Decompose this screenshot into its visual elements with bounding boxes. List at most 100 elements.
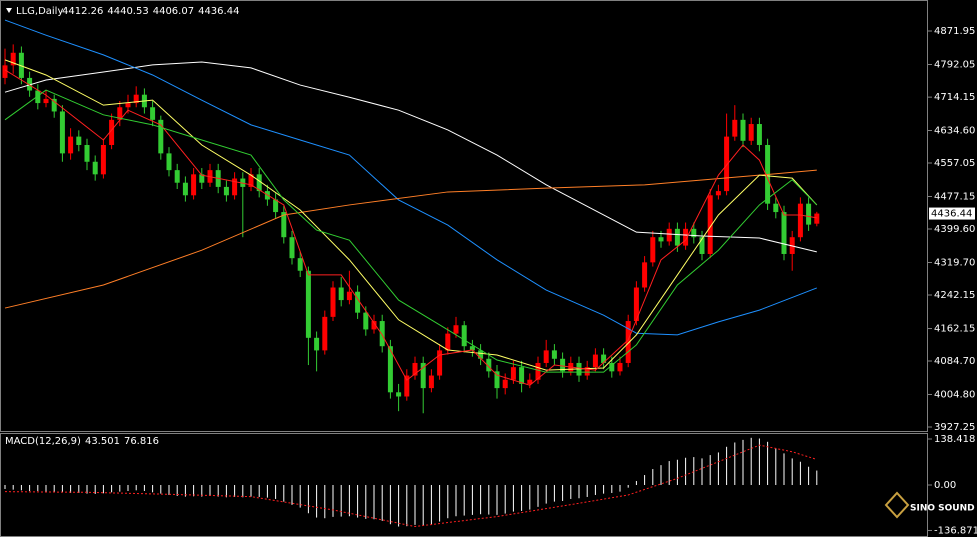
y-tick-label: 3927.25: [934, 422, 975, 433]
price-label: 4436.44: [931, 209, 972, 220]
y-tick-label: 4242.15: [934, 290, 975, 301]
candle-body: [10, 52, 16, 66]
y-tick-label: 4477.15: [934, 191, 975, 202]
logo: SINO SOUND: [884, 491, 975, 519]
candle-body: [658, 237, 664, 242]
y-tick-label: 138.418: [934, 434, 975, 445]
candle-body: [199, 174, 205, 183]
candle-body: [35, 90, 41, 104]
ohlc-value: 4412.26: [62, 6, 103, 17]
main-frame: [0, 0, 928, 432]
signal-line: [4, 444, 817, 528]
ohlc-value: 4436.44: [198, 6, 239, 17]
y-tick-label: 4871.95: [934, 26, 975, 37]
moving-average: [4, 61, 817, 253]
candle-body: [273, 199, 279, 213]
candle-body: [551, 350, 557, 359]
candle-body: [256, 174, 262, 192]
candle-body: [281, 212, 287, 238]
candle-body: [109, 119, 115, 145]
y-tick-label: 4084.70: [934, 356, 975, 367]
candle-body: [412, 362, 418, 376]
candle-body: [371, 321, 377, 330]
y-tick-label: 4557.05: [934, 158, 975, 169]
candle-body: [781, 212, 787, 254]
candle-body: [437, 350, 443, 376]
candle-body: [420, 362, 426, 389]
candle-body: [633, 287, 639, 322]
candle-body: [707, 195, 713, 254]
candle-body: [469, 346, 475, 351]
candle-body: [806, 203, 812, 225]
candle-body: [117, 107, 123, 120]
candle-body: [740, 119, 746, 141]
candle-body: [346, 291, 352, 301]
menu-arrow[interactable]: [6, 8, 12, 13]
candle-body: [666, 228, 672, 242]
candle-body: [601, 354, 607, 363]
candle-body: [683, 228, 689, 246]
candle-body: [715, 191, 721, 196]
macd-title: MACD(12,26,9) 43.501 76.816: [5, 436, 159, 447]
y-tick-label: 4004.80: [934, 389, 975, 400]
signal-value: 76.816: [124, 436, 159, 447]
candle-body: [379, 321, 385, 347]
moving-average: [4, 69, 817, 386]
candle-body: [363, 312, 369, 330]
candle-body: [814, 213, 820, 224]
candle-body: [51, 98, 57, 112]
candle-body: [510, 367, 516, 380]
candle-body: [355, 291, 361, 313]
candle-body: [191, 174, 197, 196]
candle-body: [396, 392, 402, 397]
candle-body: [502, 379, 508, 389]
candle-body: [625, 321, 631, 363]
candle-body: [592, 354, 598, 368]
candle-body: [387, 346, 393, 393]
candle-body: [535, 362, 541, 380]
moving-average: [4, 169, 817, 309]
candle-body: [773, 203, 779, 213]
candle-body: [84, 144, 90, 162]
candle-body: [404, 375, 410, 397]
logo-text: SINO SOUND: [910, 504, 975, 514]
candle-body: [756, 124, 762, 145]
macd-name: MACD(12,26,9): [5, 436, 81, 447]
moving-average: [4, 89, 818, 373]
candle-body: [724, 136, 730, 192]
candle-body: [125, 103, 131, 108]
candle-body: [650, 237, 656, 263]
y-tick-label: 4399.60: [934, 224, 975, 235]
candle-body: [305, 270, 311, 338]
candle-body: [338, 287, 344, 301]
candle-body: [92, 161, 98, 175]
candle-body: [182, 182, 188, 196]
candle-body: [543, 350, 549, 363]
candle-body: [609, 362, 615, 372]
candle-body: [322, 316, 328, 351]
candle-body: [133, 94, 139, 104]
candle-body: [174, 170, 180, 183]
candle-body: [27, 77, 33, 91]
candle-body: [248, 174, 254, 187]
symbol-title: LLG,Daily: [16, 6, 63, 17]
ohlc-value: 4406.07: [153, 6, 194, 17]
candle-body: [76, 136, 82, 145]
candle-body: [494, 371, 500, 389]
candle-body: [297, 258, 303, 271]
ohlc-values: 4412.26 4440.53 4406.07 4436.44: [62, 6, 239, 17]
candle-body: [674, 228, 680, 246]
candle-body: [18, 52, 24, 78]
candle-body: [223, 186, 229, 196]
price-label-box: [929, 207, 975, 220]
logo-icon: [884, 491, 910, 519]
candle-body: [691, 228, 697, 238]
y-tick-label: 4319.70: [934, 257, 975, 268]
y-tick-label: 4792.05: [934, 59, 975, 70]
candle-body: [527, 379, 533, 384]
candle-body: [748, 124, 754, 141]
candle-body: [314, 337, 320, 351]
candle-body: [478, 350, 484, 359]
